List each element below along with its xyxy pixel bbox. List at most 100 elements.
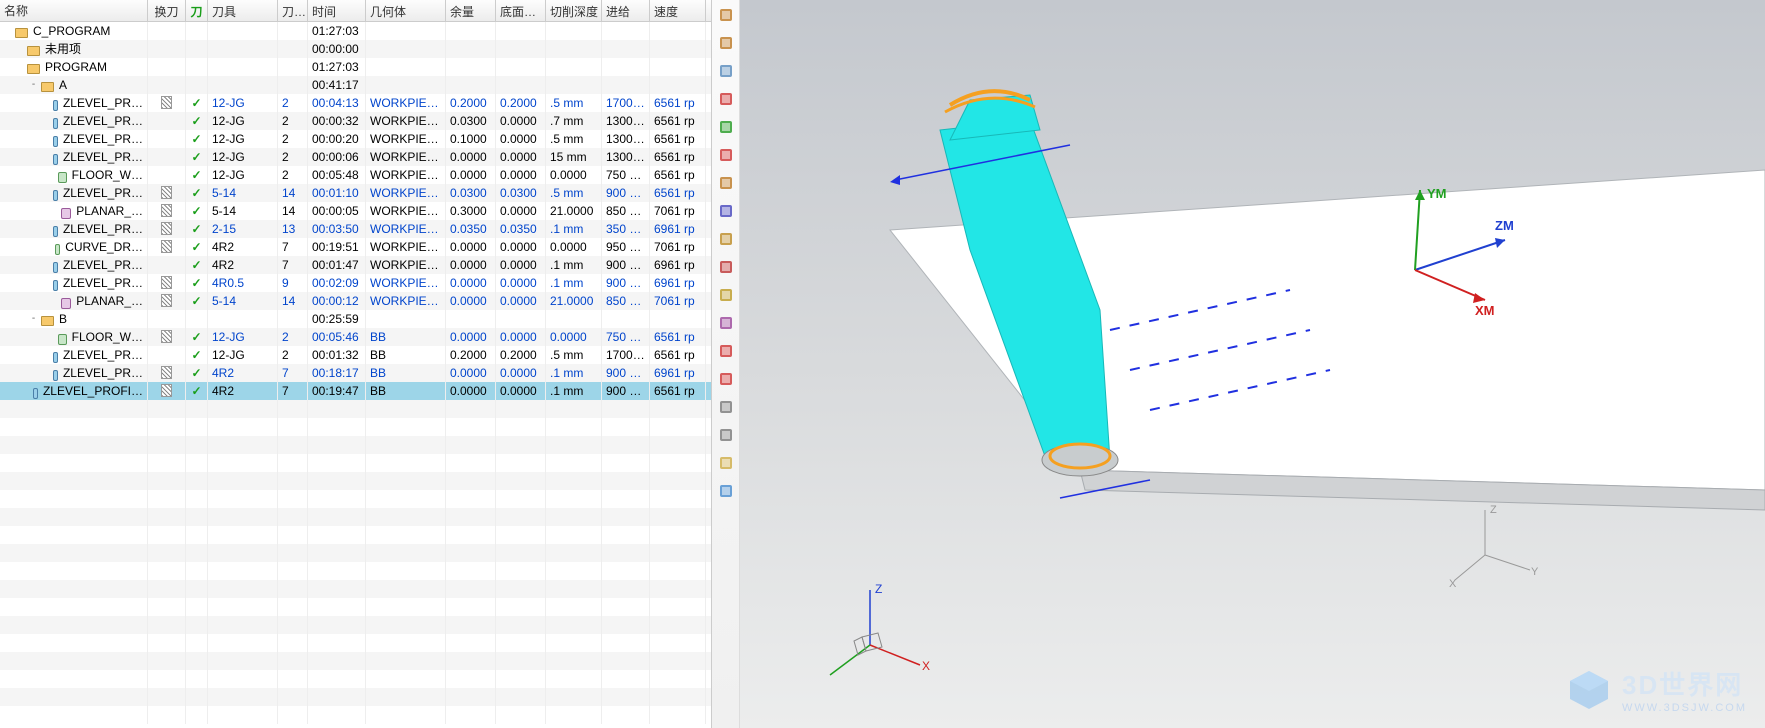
layers-icon[interactable] <box>715 228 737 250</box>
cell-chk: ✓ <box>186 148 208 166</box>
cell-feed: 900 … <box>602 364 650 382</box>
cell-tool: 12-JG <box>208 328 278 346</box>
cell-feed <box>602 22 650 40</box>
box-icon[interactable] <box>715 172 737 194</box>
cell-time: 00:00:00 <box>308 40 366 58</box>
ruler-icon[interactable] <box>715 4 737 26</box>
cell-toolno: 2 <box>278 94 308 112</box>
cell-geom <box>366 22 446 40</box>
toolchange-marker-icon <box>161 204 172 217</box>
empty-row <box>0 634 711 652</box>
tree-header: 名称 换刀 刀 刀具 刀… 时间 几何体 余量 底面… 切削深度 进给 速度 <box>0 0 711 22</box>
operation-row[interactable]: FLOOR_W…✓12-JG200:05:46BB0.00000.00000.0… <box>0 328 711 346</box>
toolchange-marker-icon <box>161 294 172 307</box>
calc-icon[interactable] <box>715 480 737 502</box>
col-depth[interactable]: 切削深度 <box>546 0 602 21</box>
cell-speed <box>650 40 706 58</box>
tree-folder-row[interactable]: -B00:25:59 <box>0 310 711 328</box>
viewport-3d[interactable]: ZM YM XM Z X Z Y X <box>740 0 1765 728</box>
cell-speed: 6961 rp <box>650 220 706 238</box>
operation-row[interactable]: ZLEVEL_PR…✓12-JG200:00:06WORKPIECE0.0000… <box>0 148 711 166</box>
operation-row[interactable]: ZLEVEL_PR…✓2-151300:03:50WORKPIECE0.0350… <box>0 220 711 238</box>
wcs-icon[interactable] <box>715 144 737 166</box>
operation-row[interactable]: PLANAR_…✓5-141400:00:05WORKPIECE0.30000.… <box>0 202 711 220</box>
row-name-label: CURVE_DR… <box>65 238 143 256</box>
cell-toolno: 13 <box>278 220 308 238</box>
operation-row[interactable]: ZLEVEL_PR…✓12-JG200:04:13WORKPIECE0.2000… <box>0 94 711 112</box>
row-name-label: ZLEVEL_PR… <box>63 148 143 166</box>
toolchange-marker-icon <box>161 186 172 199</box>
cell-stock <box>446 58 496 76</box>
solid-icon[interactable] <box>715 340 737 362</box>
axis-icon[interactable] <box>715 116 737 138</box>
cell-stock: 0.2000 <box>446 94 496 112</box>
shade-icon[interactable] <box>715 312 737 334</box>
col-stock[interactable]: 余量 <box>446 0 496 21</box>
operation-row[interactable]: ZLEVEL_PR…✓12-JG200:00:32WORKPIECE0.0300… <box>0 112 711 130</box>
cell-geom: WORKPIECE <box>366 166 446 184</box>
cell-depth: 0.0000 <box>546 328 602 346</box>
cell-feed: 1300 … <box>602 148 650 166</box>
col-geom[interactable]: 几何体 <box>366 0 446 21</box>
cube-icon[interactable] <box>715 60 737 82</box>
tree-folder-row[interactable]: C_PROGRAM01:27:03 <box>0 22 711 40</box>
operation-row[interactable]: ZLEVEL_PROFI…✓4R2700:19:47BB0.00000.0000… <box>0 382 711 400</box>
angle-icon[interactable] <box>715 32 737 54</box>
cell-time: 00:19:51 <box>308 238 366 256</box>
tree-body[interactable]: C_PROGRAM01:27:03未用项00:00:00PROGRAM01:27… <box>0 22 711 728</box>
operation-row[interactable]: ZLEVEL_PR…✓12-JG200:00:20WORKPIECE0.1000… <box>0 130 711 148</box>
cell-floor: 0.0000 <box>496 148 546 166</box>
cell-feed <box>602 76 650 94</box>
col-speed[interactable]: 速度 <box>650 0 706 21</box>
circle-icon[interactable] <box>715 424 737 446</box>
empty-row <box>0 436 711 454</box>
tree-folder-row[interactable]: 未用项00:00:00 <box>0 40 711 58</box>
toolchange-marker-icon <box>161 330 172 343</box>
operation-row[interactable]: ZLEVEL_PR…✓4R0.5900:02:09WORKPIECE0.0000… <box>0 274 711 292</box>
wire-icon[interactable] <box>715 368 737 390</box>
cell-floor <box>496 58 546 76</box>
cell-feed: 850 … <box>602 202 650 220</box>
operation-row[interactable]: ZLEVEL_PR…✓4R2700:18:17BB0.00000.0000.1 … <box>0 364 711 382</box>
operation-row[interactable]: ZLEVEL_PR…✓5-141400:01:10WORKPIECE0.0300… <box>0 184 711 202</box>
operation-row[interactable]: FLOOR_W…✓12-JG200:05:48WORKPIECE0.00000.… <box>0 166 711 184</box>
watermark: 3D世界网 WWW.3DSJW.COM <box>1566 665 1747 714</box>
cell-geom: WORKPIECE <box>366 130 446 148</box>
operation-row[interactable]: CURVE_DR…✓4R2700:19:51WORKPIECE0.00000.0… <box>0 238 711 256</box>
expand-toggle[interactable]: - <box>28 310 39 328</box>
op-icon <box>53 154 58 165</box>
expand-toggle[interactable]: - <box>28 76 39 94</box>
tree-folder-row[interactable]: -A00:41:17 <box>0 76 711 94</box>
origin-icon[interactable] <box>715 88 737 110</box>
hide-icon[interactable] <box>715 396 737 418</box>
paint-icon[interactable] <box>715 284 737 306</box>
cell-tool: 5-14 <box>208 292 278 310</box>
col-check[interactable]: 刀 <box>186 0 208 21</box>
sheet-icon[interactable] <box>715 452 737 474</box>
operation-row[interactable]: ZLEVEL_PR…✓4R2700:01:47WORKPIECE0.00000.… <box>0 256 711 274</box>
operation-row[interactable]: ZLEVEL_PR…✓12-JG200:01:32BB0.20000.2000.… <box>0 346 711 364</box>
refresh-icon[interactable] <box>715 200 737 222</box>
row-name-label: FLOOR_W… <box>72 166 143 184</box>
operation-row[interactable]: PLANAR_…✓5-141400:00:12WORKPIECE0.00000.… <box>0 292 711 310</box>
col-feed[interactable]: 进给 <box>602 0 650 21</box>
col-time[interactable]: 时间 <box>308 0 366 21</box>
col-tool[interactable]: 刀具 <box>208 0 278 21</box>
tree-folder-row[interactable]: PROGRAM01:27:03 <box>0 58 711 76</box>
cell-stock <box>446 310 496 328</box>
folder-icon <box>41 316 54 326</box>
svg-text:YM: YM <box>1427 186 1447 201</box>
col-toolno[interactable]: 刀… <box>278 0 308 21</box>
col-name[interactable]: 名称 <box>0 0 148 21</box>
stack-icon[interactable] <box>715 256 737 278</box>
cell-time: 00:00:20 <box>308 130 366 148</box>
cell-speed: 6561 rp <box>650 382 706 400</box>
empty-row <box>0 544 711 562</box>
cell-toolno: 2 <box>278 112 308 130</box>
col-floor[interactable]: 底面… <box>496 0 546 21</box>
toolchange-marker-icon <box>161 276 172 289</box>
cell-depth: 0.0000 <box>546 238 602 256</box>
empty-row <box>0 616 711 634</box>
cell-depth: .1 mm <box>546 382 602 400</box>
col-toolchange[interactable]: 换刀 <box>148 0 186 21</box>
